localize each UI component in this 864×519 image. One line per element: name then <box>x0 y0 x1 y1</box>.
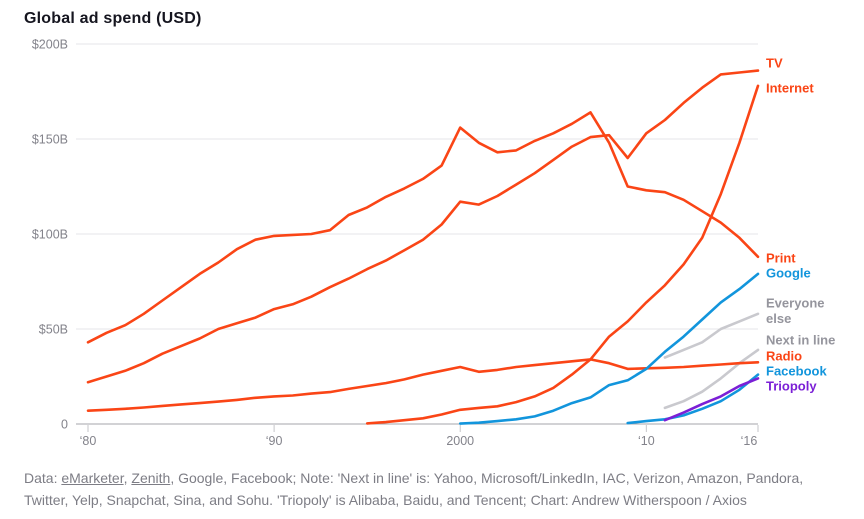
series-line-everyone-else <box>663 312 760 359</box>
series-line-print <box>86 111 760 344</box>
y-tick-label-150: $150B <box>32 132 68 146</box>
footer-line1-rest: , Google, Facebook; Note: 'Next in line'… <box>170 470 804 486</box>
series-line-triopoly <box>663 377 760 422</box>
y-tick-label-50: $50B <box>39 322 68 336</box>
series-label-next-in-line: Next in line <box>766 333 835 348</box>
footer-separator: , <box>123 470 132 486</box>
x-tick-label-2016: ‘16 <box>741 434 758 448</box>
x-tick-label-2000: 2000 <box>446 434 474 448</box>
series-label-triopoly: Triopoly <box>766 379 817 394</box>
series-label-radio: Radio <box>766 349 802 364</box>
x-tick-label-1980: ‘80 <box>80 434 97 448</box>
zenith-link[interactable]: Zenith <box>131 470 171 486</box>
source-note-line1: Data: eMarketer, Zenith, Google, Faceboo… <box>24 467 844 489</box>
series-label-facebook: Facebook <box>766 364 827 379</box>
y-tick-label-100: $100B <box>32 227 68 241</box>
page-title: Global ad spend (USD) <box>24 10 202 27</box>
footer-prefix: Data: <box>24 470 62 486</box>
y-tick-label-0: 0 <box>61 417 68 431</box>
series-line-internet <box>365 84 760 425</box>
series-line-radio <box>86 358 760 413</box>
series-label-everyone-else-2: else <box>766 311 791 326</box>
series-label-print: Print <box>766 251 796 266</box>
series-line-facebook <box>626 373 760 425</box>
source-note: Data: eMarketer, Zenith, Google, Faceboo… <box>24 467 844 511</box>
ad-spend-chart: $200B $150B $100B $50B 0 ‘80 ‘90 2000 ‘10 ‘16 Ever… <box>32 37 836 448</box>
series-line-next-in-line <box>663 348 760 410</box>
x-tick-label-1990: ‘90 <box>266 434 283 448</box>
series-label-everyone-else: Everyone <box>766 296 825 311</box>
series-label-google: Google <box>766 266 811 281</box>
series-line-tv <box>86 69 760 384</box>
y-tick-label-200: $200B <box>32 37 68 51</box>
series-line-google <box>458 272 760 425</box>
x-tick-label-2010: ‘10 <box>638 434 655 448</box>
source-note-line2: Twitter, Yelp, Snapchat, Sina, and Sohu.… <box>24 492 747 508</box>
emarketer-link[interactable]: eMarketer <box>61 470 124 486</box>
series-label-tv: TV <box>766 56 783 71</box>
series-label-internet: Internet <box>766 81 814 96</box>
